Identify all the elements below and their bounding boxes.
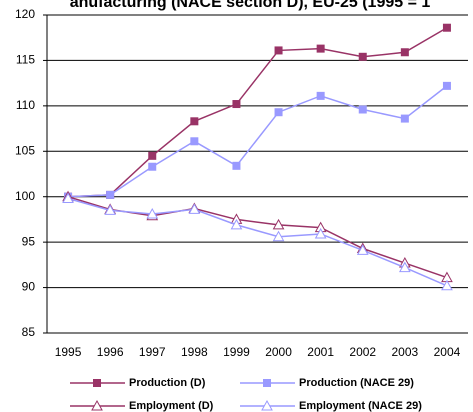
y-tick-label: 115 [16,53,35,67]
data-point [190,117,199,126]
data-point [400,48,409,57]
x-tick-label: 2000 [265,345,292,359]
data-point [148,162,157,171]
x-tick-label: 1997 [139,345,166,359]
legend-marker [263,379,271,387]
data-point [146,207,159,219]
y-tick-label: 90 [22,280,36,294]
y-tick-label: 120 [15,7,35,21]
data-point [399,261,411,273]
x-tick-label: 2003 [391,345,418,359]
x-tick-label: 2002 [349,345,376,359]
series-line [67,195,448,279]
data-point [272,230,285,242]
y-tick-label: 105 [15,143,35,157]
legend-label: Employment (NACE 29) [299,400,422,412]
data-point [104,204,116,215]
x-tick-label: 1995 [55,345,82,359]
data-point [272,218,285,230]
data-point [274,46,283,55]
legend-label: Production (D) [129,377,206,389]
data-point [188,203,201,214]
x-tick-label: 2004 [434,345,461,359]
series-line [68,85,448,198]
legend-label: Employment (D) [129,400,214,412]
y-tick-label: 85 [22,325,36,339]
data-point [356,244,369,255]
legend-label: Production (NACE 29) [299,377,414,389]
series-line [68,27,448,198]
data-point [62,192,74,204]
y-tick-label: 110 [16,98,35,112]
data-point [316,91,325,100]
y-tick-label: 95 [22,234,36,248]
data-point [106,190,115,199]
chart-title: anufacturing (NACE section D), EU-25 (19… [70,0,431,11]
data-point [230,218,243,230]
data-point [232,100,241,109]
data-point [442,81,451,90]
data-point [314,227,327,239]
data-point [442,23,451,32]
legend-marker [93,379,101,387]
legend-marker [91,399,103,411]
data-point [232,161,241,170]
data-point [148,151,157,160]
x-tick-label: 1996 [97,345,124,359]
data-point [441,279,453,291]
data-point [190,137,199,146]
x-tick-label: 1999 [223,345,250,359]
data-point [358,52,367,61]
series-line [67,197,448,287]
x-tick-label: 2001 [307,345,334,359]
data-point [400,114,409,123]
data-point [358,105,367,114]
legend-marker [261,399,273,411]
x-tick-label: 1998 [181,345,208,359]
data-point [274,108,283,117]
data-point [316,44,325,53]
y-tick-label: 100 [15,189,35,203]
